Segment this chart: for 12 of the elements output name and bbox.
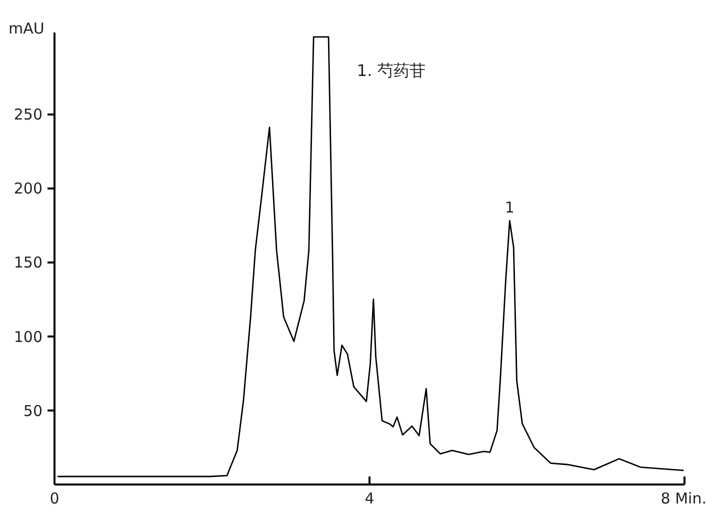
annotation: 1	[504, 198, 514, 217]
line-series	[56, 36, 684, 478]
y-tick-label: 50	[23, 402, 43, 420]
y-tick-label: 100	[14, 328, 43, 346]
y-tick-label: 250	[14, 106, 43, 124]
y-axis-title: mAU	[8, 20, 44, 38]
x-tick-label: 0	[50, 490, 60, 508]
x-tick-label: 4	[364, 490, 374, 508]
y-tick-label: 200	[14, 180, 43, 198]
x-tick-label: 8 Min.	[660, 490, 706, 508]
y-tick-label: 150	[14, 254, 43, 272]
annotation: 1. 芍药苷	[356, 61, 426, 80]
